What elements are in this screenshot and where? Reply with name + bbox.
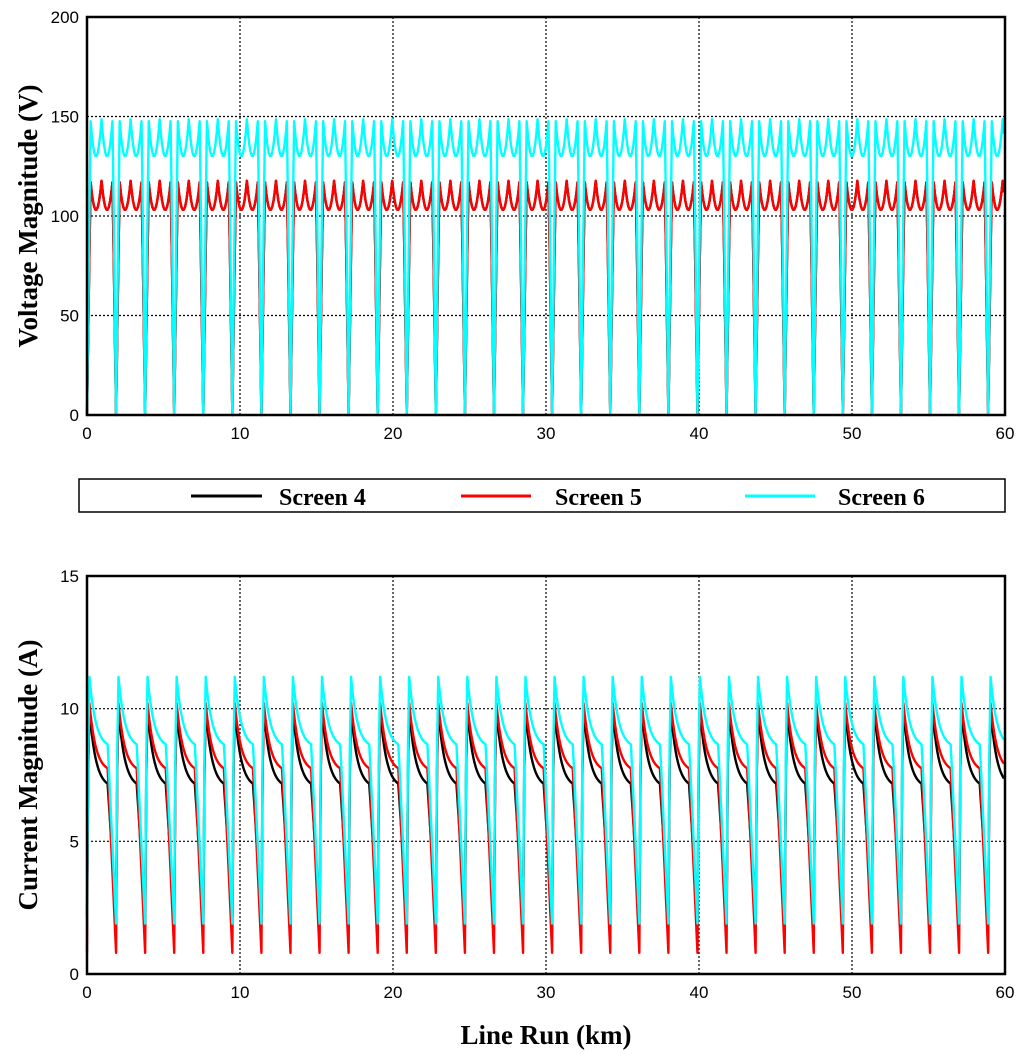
legend-label-screen-6: Screen 6 xyxy=(838,485,925,511)
y-tick-label: 10 xyxy=(60,700,79,719)
voltage-chart: 0 10 20 30 40 50 60 0 50 100 150 200 Voltage Magnitu… xyxy=(13,8,1014,443)
series-line-screen-5 xyxy=(85,179,1006,417)
y-tick-label: 150 xyxy=(51,108,79,127)
x-tick-label: 30 xyxy=(537,424,556,443)
x-tick-label: 50 xyxy=(843,424,862,443)
x-tick-label: 0 xyxy=(82,983,91,1002)
x-tick-label: 50 xyxy=(843,983,862,1002)
y-axis-title: Current Magnitude (A) xyxy=(13,640,43,911)
legend-label-screen-4: Screen 4 xyxy=(279,485,366,511)
plot-frame xyxy=(85,574,1007,976)
x-axis-title: Line Run (km) xyxy=(460,1020,631,1050)
y-tick-label: 200 xyxy=(51,8,79,27)
y-axis-title: Voltage Magnitude (V) xyxy=(13,85,43,348)
legend: Screen 4 Screen 5 Screen 6 xyxy=(78,478,1006,513)
x-tick-label: 20 xyxy=(384,983,403,1002)
x-tick-label: 60 xyxy=(996,983,1015,1002)
y-tick-label: 15 xyxy=(60,567,79,586)
x-tick-label: 40 xyxy=(690,424,709,443)
y-tick-label: 0 xyxy=(70,406,79,425)
series-line-screen-6 xyxy=(85,675,1005,925)
x-tick-label: 10 xyxy=(231,424,250,443)
x-tick-label: 20 xyxy=(384,424,403,443)
series-line-screen-6 xyxy=(85,118,1006,417)
x-tick-label: 0 xyxy=(82,424,91,443)
y-tick-label: 0 xyxy=(70,965,79,984)
legend-label-screen-5: Screen 5 xyxy=(555,485,642,511)
x-tick-label: 30 xyxy=(537,983,556,1002)
y-tick-label: 50 xyxy=(60,307,79,326)
y-tick-label: 5 xyxy=(70,832,79,851)
y-tick-label: 100 xyxy=(51,207,79,226)
plot-frame xyxy=(85,15,1007,417)
x-tick-label: 40 xyxy=(690,983,709,1002)
current-chart: 0 10 20 30 40 50 60 0 5 10 15 Current Magnitude (A)… xyxy=(13,567,1014,1050)
x-tick-label: 10 xyxy=(231,983,250,1002)
x-tick-label: 60 xyxy=(996,424,1015,443)
